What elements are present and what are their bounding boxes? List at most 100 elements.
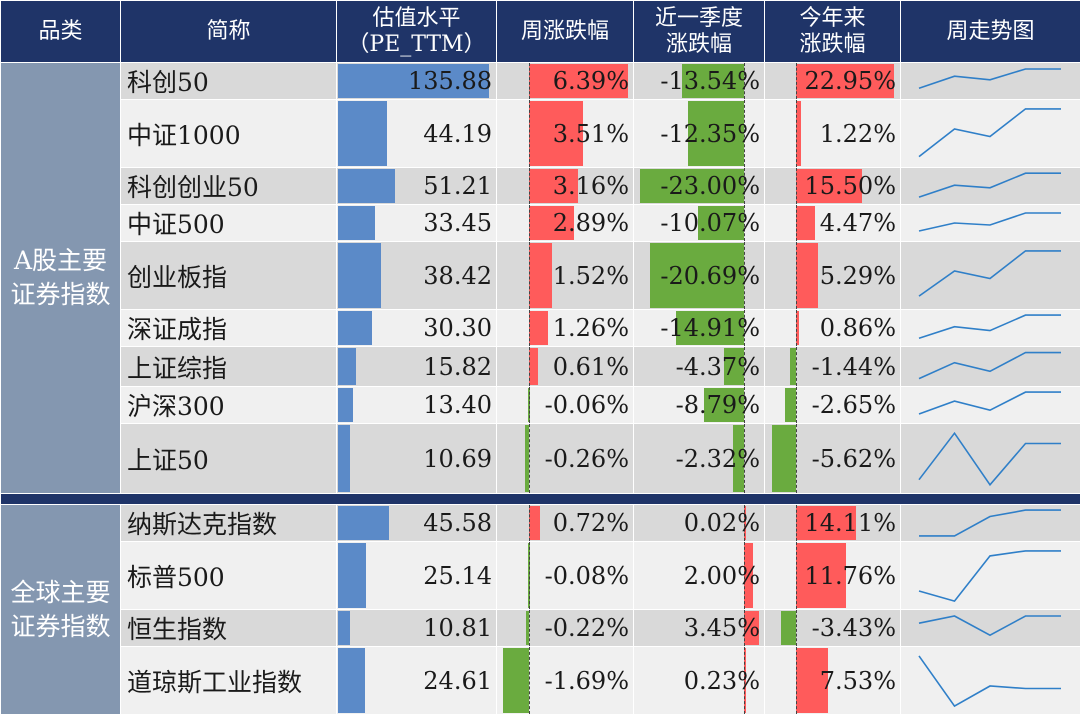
trend-cell xyxy=(901,100,1080,168)
week-cell: -0.06% xyxy=(497,387,634,424)
trend-cell xyxy=(901,542,1080,610)
week-value: 1.26% xyxy=(497,314,633,342)
index-name: 中证1000 xyxy=(121,100,337,168)
trend-cell xyxy=(901,387,1080,424)
trend-sparkline xyxy=(901,65,1079,97)
category-cell: A股主要证券指数 xyxy=(1,63,121,494)
trend-cell xyxy=(901,242,1080,310)
quarter-value: -4.37% xyxy=(634,353,764,381)
quarter-value: -20.69% xyxy=(634,262,764,290)
ytd-value: 22.95% xyxy=(765,67,900,95)
pe-cell: 45.58 xyxy=(337,505,497,542)
trend-sparkline xyxy=(901,169,1079,204)
ytd-value: -1.44% xyxy=(765,353,900,381)
trend-line xyxy=(919,213,1061,231)
week-value: -0.26% xyxy=(497,445,633,473)
index-name: 科创50 xyxy=(121,63,337,100)
quarter-cell: -12.35% xyxy=(634,100,765,168)
category-label-line2: 证券指数 xyxy=(10,280,110,309)
week-value: 3.51% xyxy=(497,120,633,148)
trend-cell xyxy=(901,205,1080,242)
ytd-value: 4.47% xyxy=(765,209,900,237)
group-separator xyxy=(1,494,1080,505)
pe-value: 38.42 xyxy=(337,262,496,290)
ytd-cell: 0.86% xyxy=(765,310,901,347)
ytd-cell: -3.43% xyxy=(765,610,901,647)
quarter-value: -13.54% xyxy=(634,67,764,95)
week-cell: 3.51% xyxy=(497,100,634,168)
trend-sparkline xyxy=(901,243,1079,309)
pe-value: 33.45 xyxy=(337,209,496,237)
quarter-cell: -4.37% xyxy=(634,347,765,387)
trend-cell xyxy=(901,347,1080,387)
quarter-cell: -23.00% xyxy=(634,168,765,205)
week-cell: -0.22% xyxy=(497,610,634,647)
trend-line xyxy=(919,550,1061,600)
index-name: 创业板指 xyxy=(121,242,337,310)
category-label-line1: A股主要 xyxy=(14,246,107,275)
pe-value: 24.61 xyxy=(337,667,496,695)
ytd-cell: 4.47% xyxy=(765,205,901,242)
pe-value: 13.40 xyxy=(337,391,496,419)
pe-cell: 51.21 xyxy=(337,168,497,205)
pe-cell: 15.82 xyxy=(337,347,497,387)
quarter-value: -2.32% xyxy=(634,445,764,473)
pe-value: 15.82 xyxy=(337,353,496,381)
pe-value: 25.14 xyxy=(337,562,496,590)
ytd-cell: 7.53% xyxy=(765,647,901,715)
quarter-value: 0.02% xyxy=(634,509,764,537)
quarter-cell: 0.23% xyxy=(634,647,765,715)
pe-cell: 38.42 xyxy=(337,242,497,310)
trend-sparkline xyxy=(901,209,1079,237)
index-name: 科创创业50 xyxy=(121,168,337,205)
header-ytd: 今年来涨跌幅 xyxy=(765,1,901,63)
quarter-cell: -14.91% xyxy=(634,310,765,347)
week-value: 6.39% xyxy=(497,67,633,95)
category-cell: 全球主要证券指数 xyxy=(1,505,121,715)
header-name: 简称 xyxy=(121,1,337,63)
week-value: 1.52% xyxy=(497,262,633,290)
trend-line xyxy=(919,392,1061,414)
ytd-cell: -5.62% xyxy=(765,424,901,494)
ytd-cell: 5.29% xyxy=(765,242,901,310)
trend-cell xyxy=(901,310,1080,347)
quarter-cell: -13.54% xyxy=(634,63,765,100)
week-cell: 6.39% xyxy=(497,63,634,100)
week-value: -0.22% xyxy=(497,614,633,642)
header-trend: 周走势图 xyxy=(901,1,1080,63)
trend-cell xyxy=(901,505,1080,542)
ytd-cell: 1.22% xyxy=(765,100,901,168)
trend-line xyxy=(919,250,1061,295)
quarter-value: -10.07% xyxy=(634,209,764,237)
trend-cell xyxy=(901,168,1080,205)
week-cell: 3.16% xyxy=(497,168,634,205)
quarter-cell: -8.79% xyxy=(634,387,765,424)
index-name: 道琼斯工业指数 xyxy=(121,647,337,715)
week-value: 2.89% xyxy=(497,209,633,237)
pe-cell: 10.81 xyxy=(337,610,497,647)
ytd-cell: 14.11% xyxy=(765,505,901,542)
quarter-value: 0.23% xyxy=(634,667,764,695)
trend-line xyxy=(919,108,1061,156)
trend-cell xyxy=(901,424,1080,494)
separator-bar xyxy=(1,494,1080,505)
ytd-value: 14.11% xyxy=(765,509,900,537)
quarter-value: -12.35% xyxy=(634,120,764,148)
index-name: 上证50 xyxy=(121,424,337,494)
pe-cell: 135.88 xyxy=(337,63,497,100)
pe-cell: 33.45 xyxy=(337,205,497,242)
quarter-value: 3.45% xyxy=(634,614,764,642)
index-name: 纳斯达克指数 xyxy=(121,505,337,542)
quarter-cell: 2.00% xyxy=(634,542,765,610)
quarter-cell: -20.69% xyxy=(634,242,765,310)
pe-value: 10.69 xyxy=(337,445,496,473)
week-cell: 1.26% xyxy=(497,310,634,347)
trend-sparkline xyxy=(901,425,1079,493)
trend-sparkline xyxy=(901,348,1079,386)
